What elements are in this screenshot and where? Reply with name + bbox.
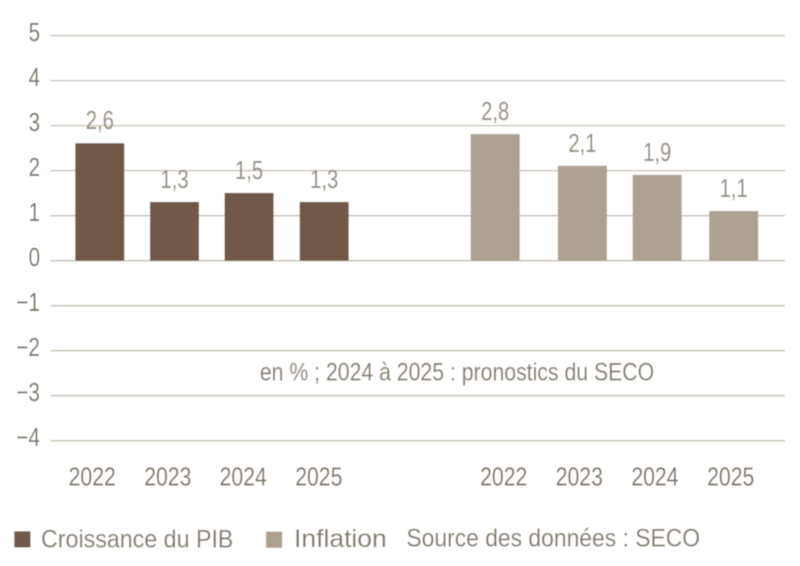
- svg-text:2: 2: [29, 153, 40, 182]
- svg-text:2,8: 2,8: [481, 97, 509, 126]
- svg-text:2025: 2025: [707, 464, 754, 493]
- svg-text:−1: −1: [16, 288, 40, 317]
- svg-text:Inflation: Inflation: [294, 526, 387, 553]
- svg-text:3: 3: [29, 108, 40, 137]
- svg-text:Source des données : SECO: Source des données : SECO: [406, 524, 700, 552]
- svg-text:5: 5: [29, 18, 40, 47]
- svg-text:1,1: 1,1: [720, 174, 748, 203]
- svg-text:1,9: 1,9: [643, 137, 671, 166]
- svg-text:2023: 2023: [144, 464, 191, 493]
- svg-text:−4: −4: [16, 423, 40, 452]
- svg-text:1: 1: [29, 198, 40, 227]
- svg-text:4: 4: [29, 63, 40, 92]
- svg-text:Croissance du PIB: Croissance du PIB: [41, 526, 233, 554]
- svg-text:2,1: 2,1: [568, 128, 596, 157]
- svg-text:en % ; 2024 à 2025 : pronostic: en % ; 2024 à 2025 : pronostics du SECO: [260, 358, 654, 386]
- svg-text:2,6: 2,6: [86, 106, 114, 135]
- svg-text:2025: 2025: [295, 464, 342, 493]
- svg-text:−3: −3: [16, 378, 40, 407]
- svg-text:2024: 2024: [220, 464, 267, 493]
- svg-text:1,3: 1,3: [160, 164, 188, 193]
- svg-text:0: 0: [29, 243, 40, 272]
- svg-text:2022: 2022: [480, 464, 527, 493]
- svg-text:−2: −2: [16, 333, 40, 362]
- svg-text:2023: 2023: [556, 464, 603, 493]
- svg-text:2024: 2024: [631, 464, 678, 493]
- svg-text:1,3: 1,3: [310, 164, 338, 193]
- svg-text:1,5: 1,5: [235, 155, 263, 184]
- svg-text:2022: 2022: [69, 464, 116, 493]
